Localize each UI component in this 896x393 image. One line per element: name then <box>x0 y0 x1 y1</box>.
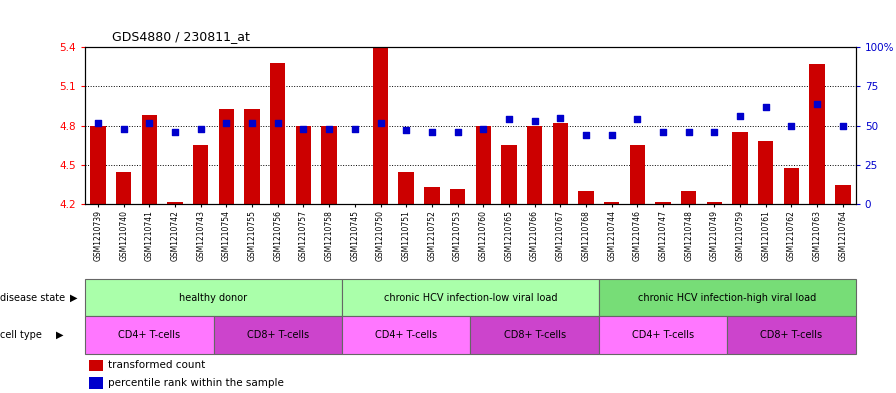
Point <box>142 119 157 126</box>
Point <box>707 129 721 135</box>
Point <box>528 118 542 124</box>
Bar <box>470 316 599 354</box>
Point <box>502 116 516 123</box>
Bar <box>424 187 440 204</box>
Bar <box>116 172 132 204</box>
Bar <box>90 126 106 204</box>
Bar <box>553 123 568 204</box>
Text: transformed count: transformed count <box>108 360 205 371</box>
Bar <box>835 185 850 204</box>
Point <box>425 129 439 135</box>
Bar <box>245 109 260 204</box>
Bar <box>373 47 388 204</box>
Text: chronic HCV infection-high viral load: chronic HCV infection-high viral load <box>638 293 816 303</box>
Bar <box>655 202 671 204</box>
Bar <box>732 132 748 204</box>
Point <box>90 119 105 126</box>
Bar <box>758 141 773 204</box>
Point <box>630 116 644 123</box>
Point <box>348 126 362 132</box>
Point <box>784 123 798 129</box>
Text: GDS4880 / 230811_at: GDS4880 / 230811_at <box>112 30 250 43</box>
Point <box>553 115 567 121</box>
Text: CD4+ T-cells: CD4+ T-cells <box>632 330 694 340</box>
Point <box>271 119 285 126</box>
Point <box>476 126 490 132</box>
Bar <box>193 145 209 204</box>
Text: CD8+ T-cells: CD8+ T-cells <box>761 330 823 340</box>
Bar <box>213 316 342 354</box>
Bar <box>599 279 856 316</box>
Point <box>810 101 824 107</box>
Bar <box>707 202 722 204</box>
Bar <box>296 126 311 204</box>
Point <box>579 132 593 138</box>
Bar <box>85 279 342 316</box>
Bar <box>219 109 234 204</box>
Point <box>836 123 850 129</box>
Bar <box>322 126 337 204</box>
Point <box>194 126 208 132</box>
Point <box>374 119 388 126</box>
Text: CD4+ T-cells: CD4+ T-cells <box>118 330 180 340</box>
Bar <box>399 172 414 204</box>
Text: CD4+ T-cells: CD4+ T-cells <box>375 330 437 340</box>
Point <box>220 119 234 126</box>
Point <box>245 119 259 126</box>
Bar <box>599 316 728 354</box>
Bar <box>784 168 799 204</box>
Bar <box>270 63 286 204</box>
Bar <box>168 202 183 204</box>
Bar <box>85 316 213 354</box>
Point <box>399 127 413 134</box>
Bar <box>501 145 517 204</box>
Bar <box>342 316 470 354</box>
Point <box>733 113 747 119</box>
Text: CD8+ T-cells: CD8+ T-cells <box>504 330 565 340</box>
Text: ▶: ▶ <box>56 330 64 340</box>
Point <box>605 132 619 138</box>
Text: disease state: disease state <box>0 293 65 303</box>
Bar <box>89 377 103 389</box>
Bar <box>342 279 599 316</box>
Point <box>297 126 311 132</box>
Bar <box>89 360 103 371</box>
Bar <box>578 191 594 204</box>
Point <box>322 126 336 132</box>
Text: ▶: ▶ <box>70 293 77 303</box>
Bar <box>476 126 491 204</box>
Bar <box>142 115 157 204</box>
Point <box>759 104 773 110</box>
Bar <box>681 191 696 204</box>
Text: CD8+ T-cells: CD8+ T-cells <box>246 330 309 340</box>
Text: chronic HCV infection-low viral load: chronic HCV infection-low viral load <box>383 293 557 303</box>
Text: cell type: cell type <box>0 330 42 340</box>
Point <box>451 129 465 135</box>
Bar <box>604 202 619 204</box>
Point <box>656 129 670 135</box>
Bar <box>728 316 856 354</box>
Point <box>168 129 182 135</box>
Bar <box>809 64 825 204</box>
Point <box>116 126 131 132</box>
Text: healthy donor: healthy donor <box>179 293 247 303</box>
Point <box>682 129 696 135</box>
Bar <box>527 126 542 204</box>
Text: percentile rank within the sample: percentile rank within the sample <box>108 378 284 388</box>
Bar <box>450 189 465 204</box>
Bar <box>630 145 645 204</box>
